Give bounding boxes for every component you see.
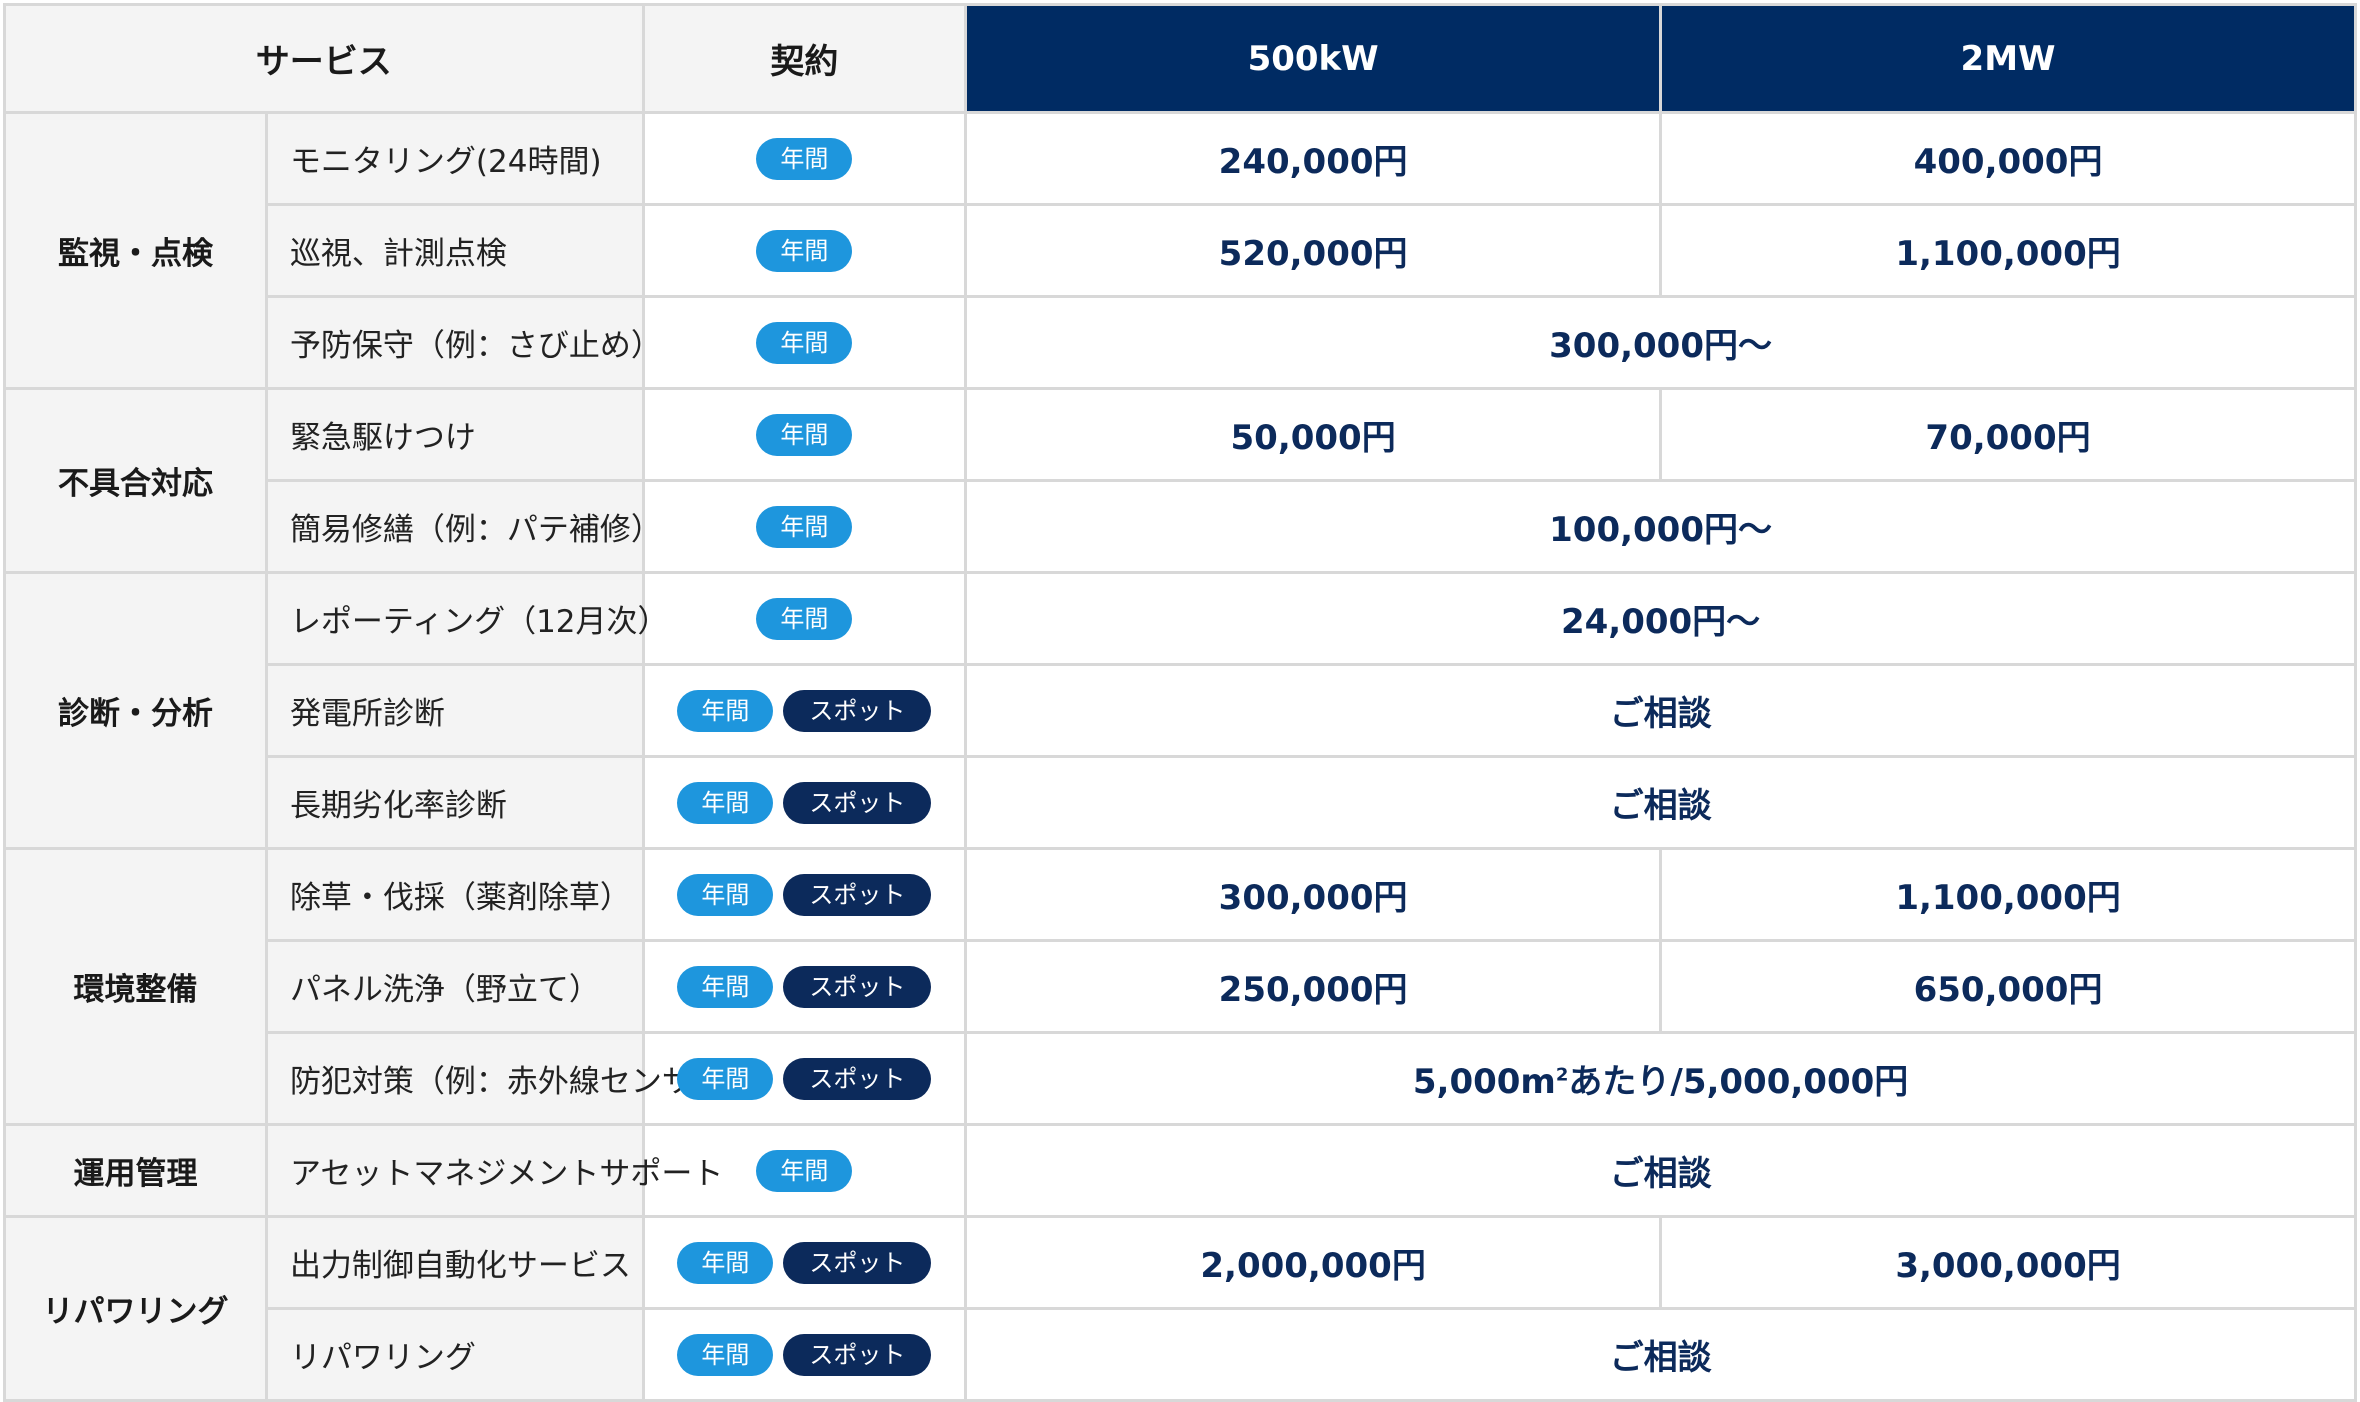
annual-badge: 年間 [756, 137, 853, 180]
contract-cell: 年間 スポット [641, 1031, 968, 1126]
category-cell: 環境整備 [3, 847, 268, 1126]
table-row: 運用管理 アセットマネジメントサポート 年間 ご相談 [3, 1123, 2357, 1218]
price-combined: 100,000円〜 [964, 479, 2357, 574]
price-combined: ご相談 [964, 663, 2357, 758]
annual-badge: 年間 [677, 781, 774, 824]
contract-cell: 年間 [641, 387, 968, 482]
category-cell: 不具合対応 [3, 387, 268, 574]
price-500kw: 240,000円 [964, 111, 1663, 206]
price-area-value: 5,000m [1412, 1062, 1556, 1102]
price-combined: 5,000m2あたり/5,000,000円 [964, 1031, 2357, 1126]
contract-cell: 年間 [641, 571, 968, 666]
area-exponent: 2 [1555, 1064, 1569, 1086]
annual-badge: 年間 [677, 1057, 774, 1100]
service-name: 長期劣化率診断 [264, 755, 645, 850]
header-service: サービス [3, 3, 645, 114]
table-row: 予防保守（例：さび止め） 年間 300,000円〜 [5, 295, 2357, 390]
price-2mw: 1,100,000円 [1659, 847, 2357, 942]
table-row: 監視・点検 モニタリング(24時間) 年間 240,000円 400,000円 [3, 111, 2357, 390]
contract-cell: 年間 [641, 203, 968, 298]
annual-badge: 年間 [677, 689, 774, 732]
price-combined: ご相談 [964, 755, 2357, 850]
table-row: 防犯対策（例：赤外線センサー） 年間 スポット 5,000m2あたり/5,000,… [5, 1031, 2357, 1126]
category-cell: リパワリング [3, 1215, 268, 1402]
contract-cell: 年間 [641, 111, 968, 206]
price-2mw: 1,100,000円 [1659, 203, 2357, 298]
header-plan-500kw: 500kW [964, 3, 1663, 114]
price-2mw: 70,000円 [1659, 387, 2357, 482]
price-combined: 24,000円〜 [964, 571, 2357, 666]
service-name: リパワリング [264, 1307, 645, 1402]
service-name: 防犯対策（例：赤外線センサー） [264, 1031, 755, 1126]
header-plan-2mw: 2MW [1659, 3, 2357, 114]
header-row: サービス 契約 500kW 2MW [3, 3, 2357, 114]
annual-badge: 年間 [677, 873, 774, 916]
spot-badge: スポット [783, 781, 932, 824]
pricing-table: サービス 契約 500kW 2MW 監視・点検 モニタリング(24時間) 年間 … [3, 3, 2357, 1402]
service-name: レポーティング（12月次） [264, 571, 669, 666]
price-500kw: 50,000円 [964, 387, 1663, 482]
table-row: 不具合対応 緊急駆けつけ 年間 50,000円 70,000円 [3, 387, 2357, 574]
service-name: 緊急駆けつけ [264, 387, 645, 482]
table-row: 環境整備 除草・伐採（薬剤除草） 年間 スポット 300,000円 1,100,0… [3, 847, 2357, 1126]
contract-cell: 年間 スポット [641, 1215, 968, 1310]
service-name: モニタリング(24時間) [264, 111, 645, 206]
price-2mw: 3,000,000円 [1659, 1215, 2357, 1310]
spot-badge: スポット [783, 1057, 932, 1100]
price-2mw: 650,000円 [1659, 939, 2357, 1034]
table-row: 長期劣化率診断 年間 スポット ご相談 [5, 755, 2357, 850]
category-cell: 監視・点検 [3, 111, 268, 390]
annual-badge: 年間 [756, 321, 853, 364]
header-contract: 契約 [641, 3, 968, 114]
annual-badge: 年間 [756, 413, 853, 456]
contract-cell: 年間 スポット [641, 1307, 968, 1402]
contract-cell: 年間 [641, 295, 968, 390]
spot-badge: スポット [783, 873, 932, 916]
price-500kw: 300,000円 [964, 847, 1663, 942]
price-500kw: 250,000円 [964, 939, 1663, 1034]
table-row: リパワリング 年間 スポット ご相談 [5, 1307, 2357, 1402]
service-name: 除草・伐採（薬剤除草） [264, 847, 645, 942]
service-name: 出力制御自動化サービス [264, 1215, 645, 1310]
annual-badge: 年間 [756, 1149, 853, 1192]
spot-badge: スポット [783, 1333, 932, 1376]
contract-cell: 年間 [641, 479, 968, 574]
contract-cell: 年間 スポット [641, 755, 968, 850]
spot-badge: スポット [783, 965, 932, 1008]
spot-badge: スポット [783, 689, 932, 732]
contract-cell: 年間 スポット [641, 847, 968, 942]
price-combined: ご相談 [964, 1307, 2357, 1402]
service-name: アセットマネジメントサポート [264, 1123, 723, 1218]
table-row: 発電所診断 年間 スポット ご相談 [5, 663, 2357, 758]
annual-badge: 年間 [756, 597, 853, 640]
contract-cell: 年間 [641, 1123, 968, 1218]
contract-cell: 年間 スポット [641, 663, 968, 758]
price-500kw: 2,000,000円 [964, 1215, 1663, 1310]
service-name: パネル洗浄（野立て） [264, 939, 645, 1034]
spot-badge: スポット [783, 1241, 932, 1284]
annual-badge: 年間 [677, 965, 774, 1008]
price-500kw: 520,000円 [964, 203, 1663, 298]
price-area-suffix: あたり/5,000,000円 [1568, 1062, 1909, 1102]
annual-badge: 年間 [677, 1333, 774, 1376]
contract-cell: 年間 スポット [641, 939, 968, 1034]
table-row: 簡易修繕（例：パテ補修） 年間 100,000円〜 [5, 479, 2357, 574]
annual-badge: 年間 [677, 1241, 774, 1284]
table-row: 巡視、計測点検 年間 520,000円 1,100,000円 [5, 203, 2357, 298]
table-row: パネル洗浄（野立て） 年間 スポット 250,000円 650,000円 [5, 939, 2357, 1034]
table-row: 診断・分析 レポーティング（12月次） 年間 24,000円〜 [3, 571, 2357, 850]
service-name: 巡視、計測点検 [264, 203, 645, 298]
price-combined: ご相談 [964, 1123, 2357, 1218]
price-2mw: 400,000円 [1659, 111, 2357, 206]
service-name: 簡易修繕（例：パテ補修） [264, 479, 662, 574]
table-row: リパワリング 出力制御自動化サービス 年間 スポット 2,000,000円 3,0… [3, 1215, 2357, 1402]
category-cell: 運用管理 [3, 1123, 268, 1218]
annual-badge: 年間 [756, 505, 853, 548]
category-cell: 診断・分析 [3, 571, 268, 850]
service-name: 予防保守（例：さび止め） [264, 295, 662, 390]
service-name: 発電所診断 [264, 663, 645, 758]
annual-badge: 年間 [756, 229, 853, 272]
price-combined: 300,000円〜 [964, 295, 2357, 390]
